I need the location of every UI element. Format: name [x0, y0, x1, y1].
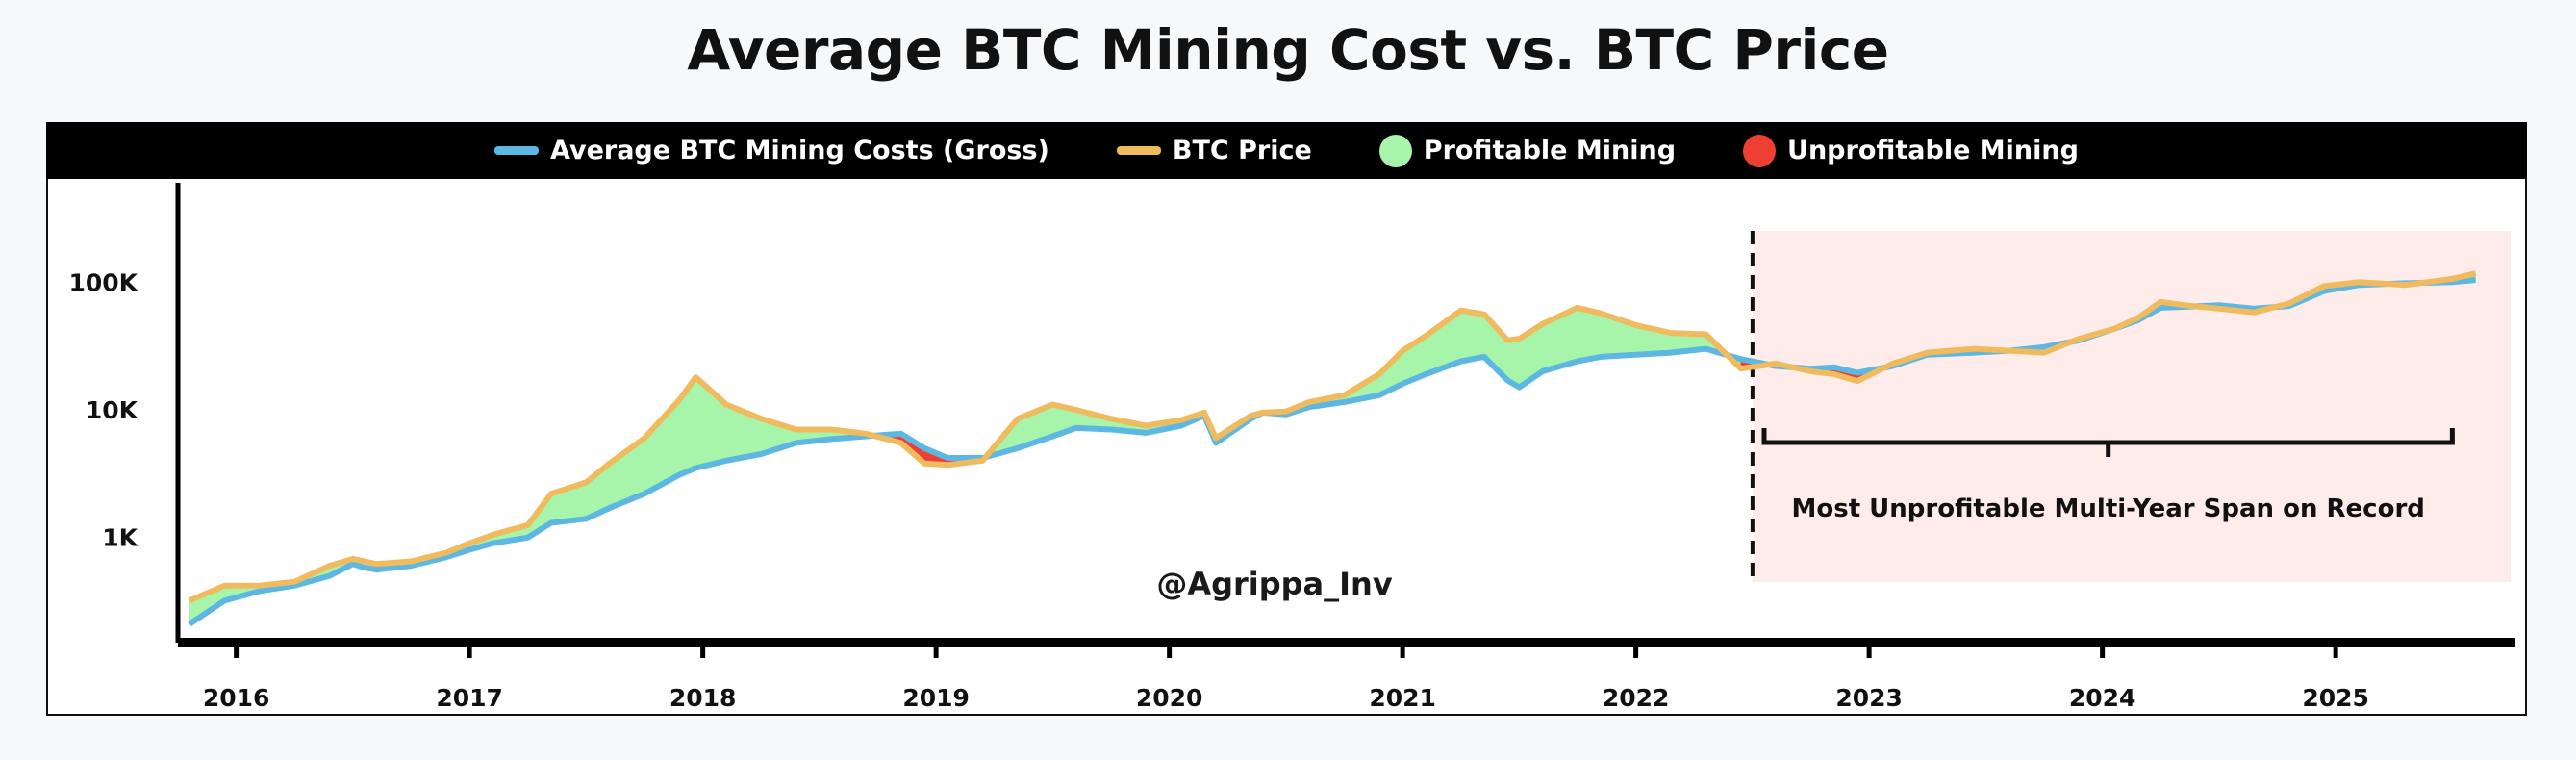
y-tick-label: 1K — [102, 524, 139, 552]
legend-item-profitable: Profitable Mining — [1378, 134, 1677, 167]
watermark: @Agrippa_Inv — [1156, 566, 1393, 602]
legend-swatch-unprofitable — [1743, 134, 1777, 167]
legend-label-btc-price: BTC Price — [1172, 136, 1312, 165]
x-tick-label: 2016 — [203, 684, 270, 712]
legend-label-profitable: Profitable Mining — [1423, 136, 1677, 165]
annotation-layer: Most Unprofitable Multi-Year Span on Rec… — [1761, 428, 2455, 523]
x-tick-label: 2023 — [1835, 684, 1903, 712]
tick-layer: 1K 10K 100K 2016 2017 2018 2019 2020 2021 2022 202… — [68, 268, 2368, 712]
x-tick-label: 2017 — [436, 684, 503, 712]
fill-segment — [1577, 307, 1602, 362]
span-bracket — [1761, 428, 2455, 457]
x-tick-label: 2018 — [669, 684, 737, 712]
legend-item-mining-cost: Average BTC Mining Costs (Gross) — [494, 136, 1049, 165]
series-btc-price-line — [188, 270, 2477, 604]
legend-item-btc-price: BTC Price — [1116, 136, 1312, 165]
series-mining-cost-line — [188, 277, 2476, 627]
legend-label-mining-cost: Average BTC Mining Costs (Gross) — [550, 136, 1049, 165]
x-tick-label: 2019 — [902, 684, 970, 712]
legend-item-unprofitable: Unprofitable Mining — [1743, 134, 2079, 167]
series-layer — [188, 270, 2477, 627]
x-tick-label: 2020 — [1136, 684, 1203, 712]
y-tick-label: 10K — [86, 396, 139, 424]
x-tick-label: 2025 — [2302, 684, 2369, 712]
fill-segment — [1460, 310, 1485, 362]
legend-swatch-profitable — [1378, 134, 1412, 167]
chart-title: Average BTC Mining Cost vs. BTC Price — [687, 17, 1889, 83]
legend: Average BTC Mining Costs (Gross) BTC Pri… — [46, 122, 2527, 179]
legend-label-unprofitable: Unprofitable Mining — [1787, 136, 2079, 165]
span-annotation-label: Most Unprofitable Multi-Year Span on Rec… — [1791, 494, 2424, 523]
axes-layer — [175, 183, 2515, 647]
highlight-region — [1752, 231, 2511, 582]
x-tick-label: 2024 — [2069, 684, 2136, 712]
x-tick-label: 2022 — [1603, 684, 1670, 712]
legend-swatch-btc-price — [1116, 146, 1161, 155]
highlight-region-layer — [1750, 231, 2511, 582]
x-tick-label: 2021 — [1369, 684, 1436, 712]
legend-swatch-mining-cost — [494, 146, 540, 155]
y-tick-label: 100K — [68, 268, 139, 296]
